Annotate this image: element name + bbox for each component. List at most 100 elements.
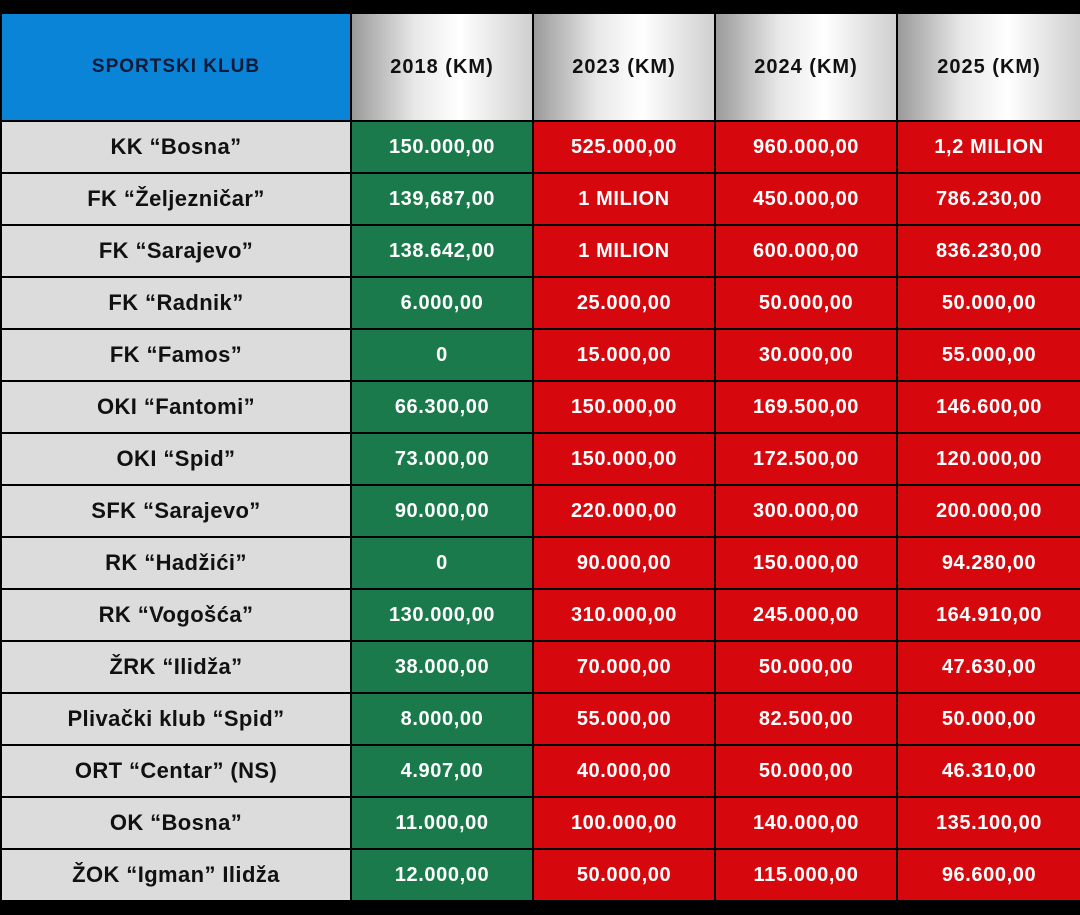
table-row: SFK “Sarajevo” 90.000,00 220.000,00 300.000…: [0, 484, 1080, 538]
value-2025-cell: 164.910,00: [896, 588, 1080, 642]
table-row: ORT “Centar” (NS) 4.907,00 40.000,00 50.000…: [0, 744, 1080, 798]
club-cell: RK “Hadžići”: [0, 536, 352, 590]
value-2018-cell: 139,687,00: [350, 172, 534, 226]
value-2025-cell: 47.630,00: [896, 640, 1080, 694]
value-2025-cell: 1,2 MILION: [896, 120, 1080, 174]
value-2024-cell: 140.000,00: [714, 796, 898, 850]
value-2024-cell: 300.000,00: [714, 484, 898, 538]
value-2018-cell: 150.000,00: [350, 120, 534, 174]
value-2025-cell: 50.000,00: [896, 276, 1080, 330]
value-2023-cell: 15.000,00: [532, 328, 716, 382]
value-2024-cell: 50.000,00: [714, 640, 898, 694]
value-2023-cell: 150.000,00: [532, 432, 716, 486]
value-2018-cell: 38.000,00: [350, 640, 534, 694]
value-2023-cell: 1 MILION: [532, 172, 716, 226]
value-2023-cell: 1 MILION: [532, 224, 716, 278]
value-2024-cell: 245.000,00: [714, 588, 898, 642]
value-2023-cell: 90.000,00: [532, 536, 716, 590]
value-2024-cell: 30.000,00: [714, 328, 898, 382]
club-cell: SFK “Sarajevo”: [0, 484, 352, 538]
funding-table-container: SPORTSKI KLUB 2018 (KM) 2023 (KM) 2024 (…: [0, 12, 1080, 915]
value-2024-cell: 172.500,00: [714, 432, 898, 486]
table-row: FK “Željezničar” 139,687,00 1 MILION 450.00…: [0, 172, 1080, 226]
table-row: RK “Vogošća” 130.000,00 310.000,00 245.000,…: [0, 588, 1080, 642]
value-2023-cell: 50.000,00: [532, 848, 716, 900]
table-row: KK “Bosna” 150.000,00 525.000,00 960.000,00…: [0, 120, 1080, 174]
table-row: OK “Bosna” 11.000,00 100.000,00 140.000,00 1…: [0, 796, 1080, 850]
value-2023-cell: 40.000,00: [532, 744, 716, 798]
header-club: SPORTSKI KLUB: [0, 12, 352, 122]
value-2025-cell: 836.230,00: [896, 224, 1080, 278]
table-row: FK “Radnik” 6.000,00 25.000,00 50.000,00 50.…: [0, 276, 1080, 330]
value-2025-cell: 786.230,00: [896, 172, 1080, 226]
club-cell: OK “Bosna”: [0, 796, 352, 850]
value-2025-cell: 50.000,00: [896, 692, 1080, 746]
value-2018-cell: 12.000,00: [350, 848, 534, 900]
header-2025: 2025 (KM): [896, 12, 1080, 122]
value-2018-cell: 130.000,00: [350, 588, 534, 642]
value-2018-cell: 6.000,00: [350, 276, 534, 330]
club-cell: FK “Željezničar”: [0, 172, 352, 226]
value-2024-cell: 115.000,00: [714, 848, 898, 900]
value-2024-cell: 50.000,00: [714, 744, 898, 798]
funding-table: SPORTSKI KLUB 2018 (KM) 2023 (KM) 2024 (…: [0, 12, 1080, 900]
table-row: RK “Hadžići” 0 90.000,00 150.000,00 94.280,0…: [0, 536, 1080, 590]
value-2025-cell: 94.280,00: [896, 536, 1080, 590]
value-2024-cell: 450.000,00: [714, 172, 898, 226]
value-2023-cell: 310.000,00: [532, 588, 716, 642]
value-2024-cell: 960.000,00: [714, 120, 898, 174]
table-row: ŽOK “Igman” Ilidža 12.000,00 50.000,00 115.…: [0, 848, 1080, 900]
value-2018-cell: 11.000,00: [350, 796, 534, 850]
value-2018-cell: 0: [350, 328, 534, 382]
value-2025-cell: 200.000,00: [896, 484, 1080, 538]
value-2018-cell: 138.642,00: [350, 224, 534, 278]
value-2023-cell: 220.000,00: [532, 484, 716, 538]
top-black-bar: [0, 0, 1080, 12]
club-cell: KK “Bosna”: [0, 120, 352, 174]
table-row: Plivački klub “Spid” 8.000,00 55.000,00 82.…: [0, 692, 1080, 746]
table-row: OKI “Spid” 73.000,00 150.000,00 172.500,00 1…: [0, 432, 1080, 486]
value-2018-cell: 4.907,00: [350, 744, 534, 798]
club-cell: FK “Sarajevo”: [0, 224, 352, 278]
club-cell: FK “Radnik”: [0, 276, 352, 330]
value-2024-cell: 169.500,00: [714, 380, 898, 434]
value-2023-cell: 70.000,00: [532, 640, 716, 694]
club-cell: ŽOK “Igman” Ilidža: [0, 848, 352, 900]
value-2025-cell: 46.310,00: [896, 744, 1080, 798]
table-row: FK “Famos” 0 15.000,00 30.000,00 55.000,00: [0, 328, 1080, 382]
value-2025-cell: 96.600,00: [896, 848, 1080, 900]
value-2024-cell: 50.000,00: [714, 276, 898, 330]
value-2024-cell: 82.500,00: [714, 692, 898, 746]
value-2023-cell: 100.000,00: [532, 796, 716, 850]
club-cell: ŽRK “Ilidža”: [0, 640, 352, 694]
club-cell: FK “Famos”: [0, 328, 352, 382]
club-cell: RK “Vogošća”: [0, 588, 352, 642]
value-2018-cell: 8.000,00: [350, 692, 534, 746]
value-2023-cell: 25.000,00: [532, 276, 716, 330]
club-cell: Plivački klub “Spid”: [0, 692, 352, 746]
value-2018-cell: 90.000,00: [350, 484, 534, 538]
value-2023-cell: 150.000,00: [532, 380, 716, 434]
table-row: OKI “Fantomi” 66.300,00 150.000,00 169.500,…: [0, 380, 1080, 434]
value-2018-cell: 66.300,00: [350, 380, 534, 434]
value-2025-cell: 146.600,00: [896, 380, 1080, 434]
table-header: SPORTSKI KLUB 2018 (KM) 2023 (KM) 2024 (…: [0, 12, 1080, 122]
club-cell: OKI “Spid”: [0, 432, 352, 486]
header-row: SPORTSKI KLUB 2018 (KM) 2023 (KM) 2024 (…: [0, 12, 1080, 122]
value-2023-cell: 525.000,00: [532, 120, 716, 174]
header-2024: 2024 (KM): [714, 12, 898, 122]
club-cell: ORT “Centar” (NS): [0, 744, 352, 798]
value-2025-cell: 55.000,00: [896, 328, 1080, 382]
value-2018-cell: 73.000,00: [350, 432, 534, 486]
value-2023-cell: 55.000,00: [532, 692, 716, 746]
header-2018: 2018 (KM): [350, 12, 534, 122]
value-2025-cell: 135.100,00: [896, 796, 1080, 850]
table-row: ŽRK “Ilidža” 38.000,00 70.000,00 50.000,00 4…: [0, 640, 1080, 694]
header-2023: 2023 (KM): [532, 12, 716, 122]
value-2024-cell: 150.000,00: [714, 536, 898, 590]
table-row: FK “Sarajevo” 138.642,00 1 MILION 600.000,0…: [0, 224, 1080, 278]
club-cell: OKI “Fantomi”: [0, 380, 352, 434]
value-2018-cell: 0: [350, 536, 534, 590]
table-body: KK “Bosna” 150.000,00 525.000,00 960.000,00…: [0, 120, 1080, 900]
value-2024-cell: 600.000,00: [714, 224, 898, 278]
